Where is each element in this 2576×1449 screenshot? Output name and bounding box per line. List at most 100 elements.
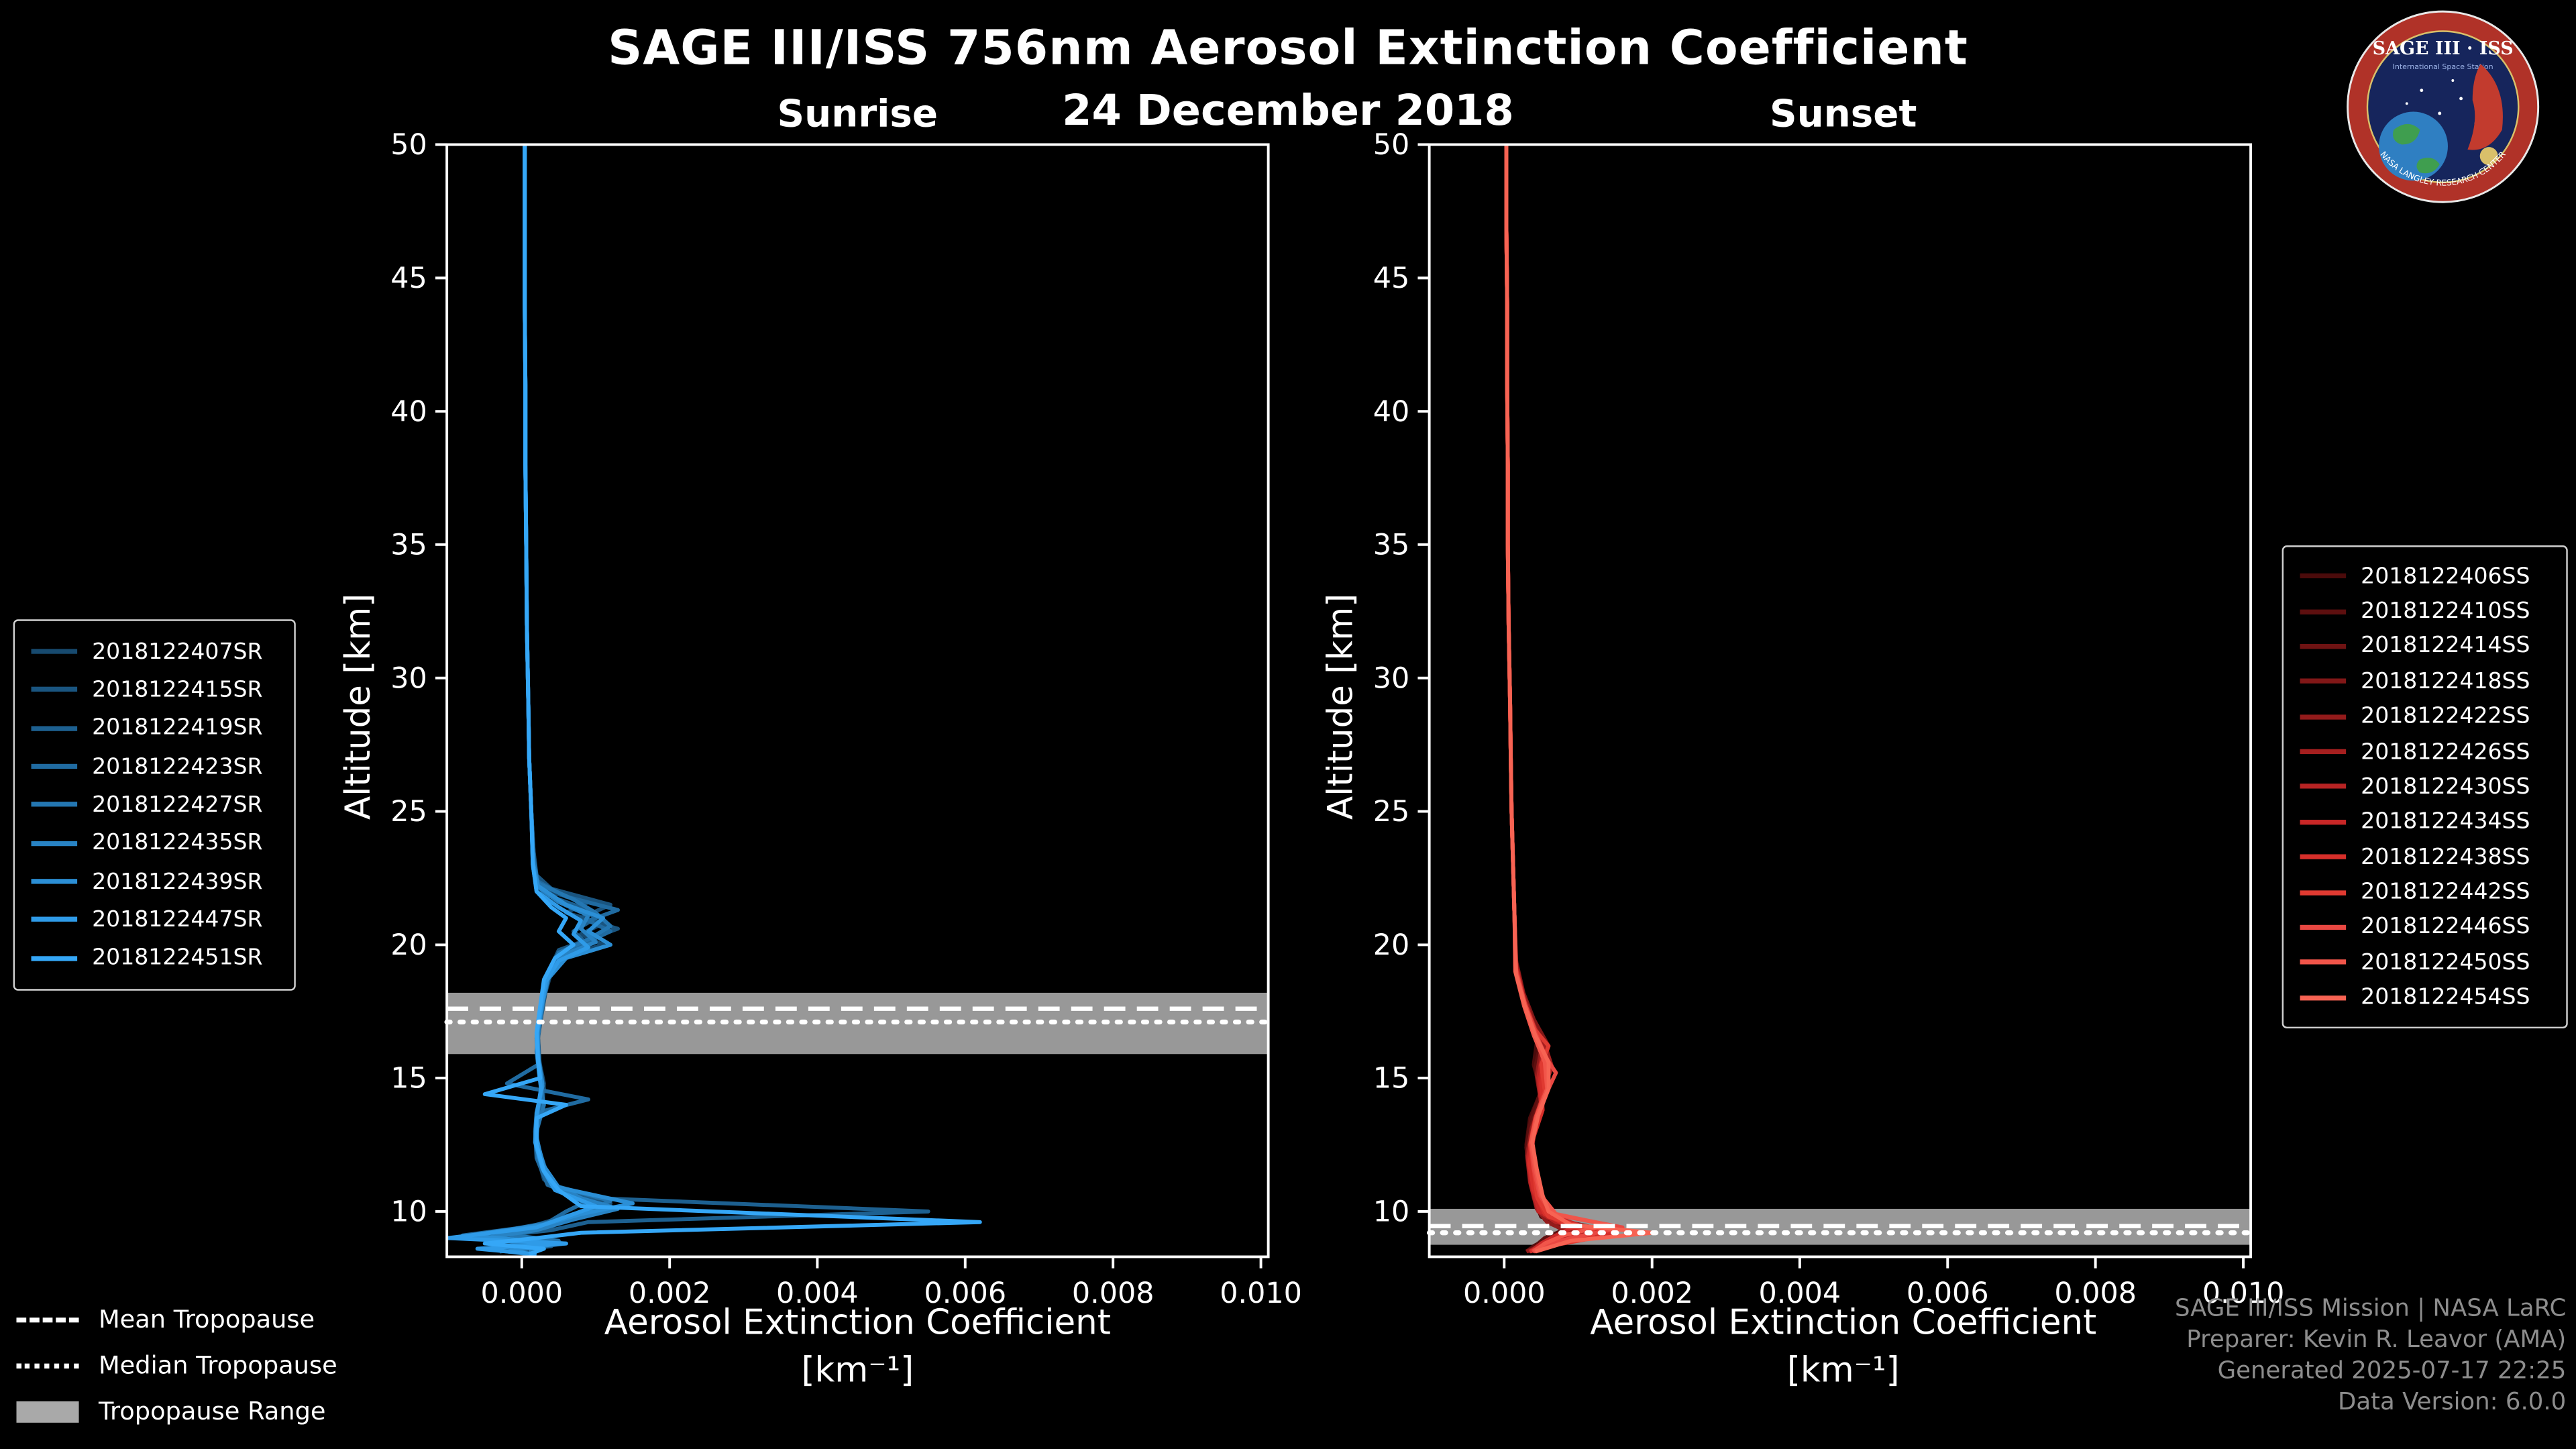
tropopause-legend: Mean Tropopause Median Tropopause Tropop… (16, 1304, 337, 1426)
legend-line-sample (31, 725, 78, 731)
median-tropopause-label: Median Tropopause (98, 1350, 337, 1381)
plot-frame (1428, 143, 2253, 1258)
y-tick-label: 35 (1373, 529, 1410, 562)
legend-line-sample (31, 917, 78, 922)
legend-label: 2018122438SS (2361, 844, 2530, 871)
legend-label: 2018122450SS (2361, 949, 2530, 976)
legend-line-sample (31, 879, 78, 884)
legend-label: 2018122451SR (92, 945, 263, 972)
legend-line-sample (2300, 924, 2347, 930)
legend-item: 2018122450SS (2300, 949, 2550, 975)
y-tick-label: 25 (1373, 795, 1410, 828)
legend-label: 2018122407SR (92, 638, 263, 665)
legend-line-sample (2300, 608, 2347, 614)
legend-item: 2018122407SR (31, 638, 278, 665)
gray-band-icon (16, 1400, 79, 1422)
x-tick-label: 0.010 (1220, 1277, 1302, 1310)
y-tick-label: 10 (1373, 1195, 1410, 1229)
page-subtitle: 24 December 2018 (1062, 87, 1514, 137)
series-line-2018122415SR (482, 144, 621, 1254)
sunrise-x-axis-units: [km⁻¹] (801, 1350, 914, 1390)
legend-item: 2018122434SS (2300, 809, 2550, 835)
logo-moon (2479, 147, 2498, 166)
legend-line-sample (2300, 854, 2347, 860)
tropopause-range-legend-item: Tropopause Range (16, 1397, 337, 1426)
logo-subtitle: International Space Station (2393, 62, 2493, 71)
credits-block: SAGE III/ISS Mission | NASA LaRC Prepare… (2175, 1295, 2566, 1419)
legend-item: 2018122447SR (31, 907, 278, 933)
legend-label: 2018122426SS (2361, 738, 2530, 765)
x-tick-label: 0.006 (1907, 1277, 1989, 1310)
legend-label: 2018122434SS (2361, 808, 2530, 835)
sage-iii-iss-logo: SAGE III · ISS International Space Stati… (2347, 10, 2540, 203)
x-tick-label: 0.002 (1611, 1277, 1693, 1310)
series-line-2018122451SR (482, 144, 982, 1256)
sunset-panel-title: Sunset (1770, 93, 1917, 137)
y-tick-label: 50 (1373, 128, 1410, 162)
legend-label: 2018122446SS (2361, 914, 2530, 941)
logo-figure (2467, 64, 2503, 150)
x-tick-label: 0.000 (1463, 1277, 1546, 1310)
credit-mission: SAGE III/ISS Mission | NASA LaRC (2174, 1296, 2567, 1323)
legend-line-sample (31, 955, 78, 961)
legend-item: 2018122410SS (2300, 598, 2550, 625)
legend-label: 2018122410SS (2361, 598, 2530, 625)
plot-frame (445, 143, 1270, 1258)
x-tick-label: 0.008 (2054, 1277, 2137, 1310)
legend-item: 2018122430SS (2300, 773, 2550, 800)
credit-generated: Generated 2025-07-17 22:25 (2217, 1358, 2567, 1385)
y-tick-label: 30 (1373, 661, 1410, 695)
x-tick-label: 0.002 (629, 1277, 711, 1310)
series-line-2018122439SR (468, 144, 635, 1254)
series-line-2018122435SR (482, 144, 621, 1254)
legend-item: 2018122423SR (31, 753, 278, 780)
x-tick-label: 0.004 (776, 1277, 859, 1310)
legend-label: 2018122415SR (92, 676, 263, 704)
mean-tropopause-label: Mean Tropopause (98, 1304, 315, 1334)
legend-item: 2018122414SS (2300, 633, 2550, 659)
legend-label: 2018122427SR (92, 792, 263, 818)
legend-line-sample (2300, 995, 2347, 1000)
legend-label: 2018122439SR (92, 868, 263, 895)
legend-line-sample (2300, 890, 2347, 895)
y-tick-label: 45 (1373, 262, 1410, 295)
series-line-2018122438SS (1504, 144, 1617, 1254)
median-tropopause-legend-item: Median Tropopause (16, 1350, 337, 1380)
legend-line-sample (2300, 819, 2347, 824)
legend-line-sample (2300, 679, 2347, 684)
y-tick-label: 20 (1373, 928, 1410, 962)
mean-tropopause-legend-item: Mean Tropopause (16, 1304, 337, 1334)
legend-item: 2018122427SR (31, 792, 278, 818)
legend-label: 2018122414SS (2361, 633, 2530, 660)
x-tick-label: 0.008 (1072, 1277, 1155, 1310)
sunset-x-axis-units: [km⁻¹] (1786, 1350, 1900, 1390)
sunrise-x-axis-label: Aerosol Extinction Coefficient (604, 1303, 1111, 1342)
series-line-2018122454SS (1504, 144, 1654, 1254)
y-tick-label: 45 (390, 262, 427, 295)
y-tick-label: 20 (390, 928, 427, 962)
y-tick-label: 50 (390, 128, 427, 162)
series-line-2018122410SS (1504, 144, 1566, 1254)
y-tick-label: 30 (390, 661, 427, 695)
legend-item: 2018122406SS (2300, 563, 2550, 589)
legend-line-sample (2300, 784, 2347, 790)
dotted-line-icon (16, 1362, 79, 1368)
legend-item: 2018122422SS (2300, 704, 2550, 730)
credit-preparer: Preparer: Kevin R. Leavor (AMA) (2186, 1327, 2567, 1354)
y-tick-label: 35 (390, 529, 427, 562)
credit-data-version: Data Version: 6.0.0 (2338, 1389, 2567, 1417)
legend-line-sample (2300, 749, 2347, 755)
x-tick-label: 0.010 (2202, 1277, 2285, 1310)
y-tick-label: 15 (1373, 1062, 1410, 1095)
legend-item: 2018122454SS (2300, 984, 2550, 1011)
series-line-2018122450SS (1504, 144, 1610, 1254)
legend-item: 2018122426SS (2300, 739, 2550, 765)
legend-label: 2018122418SS (2361, 668, 2530, 695)
legend-item: 2018122419SR (31, 715, 278, 742)
legend-label: 2018122442SS (2361, 879, 2530, 906)
legend-item: 2018122438SS (2300, 844, 2550, 870)
legend-line-sample (31, 802, 78, 808)
logo-title: SAGE III · ISS (2373, 38, 2514, 59)
legend-label: 2018122419SR (92, 715, 263, 742)
